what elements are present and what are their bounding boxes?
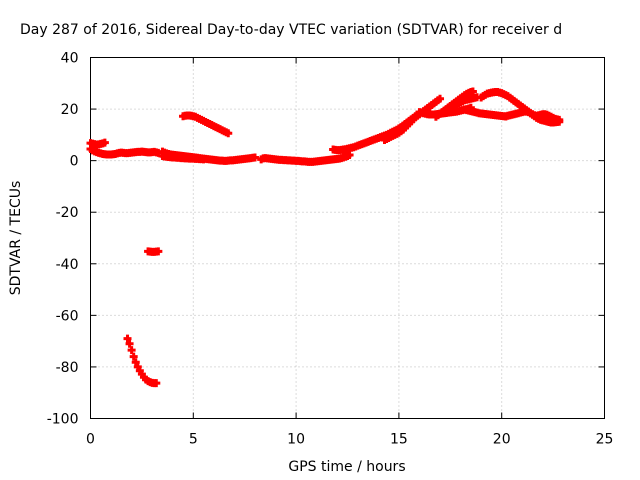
data-point	[555, 115, 564, 124]
data-series-5	[179, 111, 233, 138]
x-tick-label: 5	[189, 432, 198, 448]
data-point	[154, 247, 163, 256]
y-tick-labels: -100 -80 -60 -40 -20 0 20 40	[47, 51, 79, 428]
data-series-12	[460, 105, 510, 121]
data-point	[436, 94, 445, 103]
x-axis-label: GPS time / hours	[288, 459, 405, 475]
data-series-1	[86, 145, 163, 159]
data-point	[131, 358, 140, 367]
data-point	[199, 155, 208, 164]
x-tick-label: 25	[596, 432, 614, 448]
y-tick-label: -80	[56, 360, 79, 376]
y-tick-label: -100	[47, 412, 79, 428]
x-tick-labels: 0 5 10 15 20 25	[86, 432, 613, 448]
data-point	[250, 153, 259, 162]
data-series-8	[380, 94, 445, 145]
data-series-16	[123, 334, 161, 388]
x-tick-label: 10	[287, 432, 305, 448]
data-points	[86, 87, 564, 388]
data-point	[127, 346, 136, 355]
x-tick-label: 20	[493, 432, 511, 448]
plot-frame	[90, 57, 605, 419]
data-point	[123, 334, 132, 343]
x-tick-label: 0	[86, 432, 95, 448]
tick-marks	[90, 57, 605, 419]
y-tick-label: -60	[56, 308, 79, 324]
data-series-11	[448, 93, 482, 111]
y-tick-label: -20	[56, 205, 79, 221]
data-point	[100, 138, 109, 147]
y-tick-label: 20	[61, 102, 79, 118]
y-tick-label: 0	[70, 154, 79, 170]
data-point	[468, 87, 477, 96]
y-axis-label: SDTVAR / TECUs	[8, 181, 24, 296]
data-series-6	[257, 150, 354, 166]
chart-title: Day 287 of 2016, Sidereal Day-to-day VTE…	[20, 22, 562, 38]
data-series-2	[86, 138, 109, 149]
data-series-14	[501, 107, 564, 124]
data-series-4	[158, 152, 208, 164]
data-point	[152, 379, 161, 388]
data-point	[224, 129, 233, 138]
data-series-15	[144, 247, 163, 256]
data-series-7	[329, 109, 424, 155]
data-point	[125, 339, 134, 348]
y-tick-label: -40	[56, 257, 79, 273]
data-point	[345, 150, 354, 159]
x-tick-label: 15	[390, 432, 408, 448]
data-point	[129, 352, 138, 361]
y-tick-label: 40	[61, 51, 79, 67]
